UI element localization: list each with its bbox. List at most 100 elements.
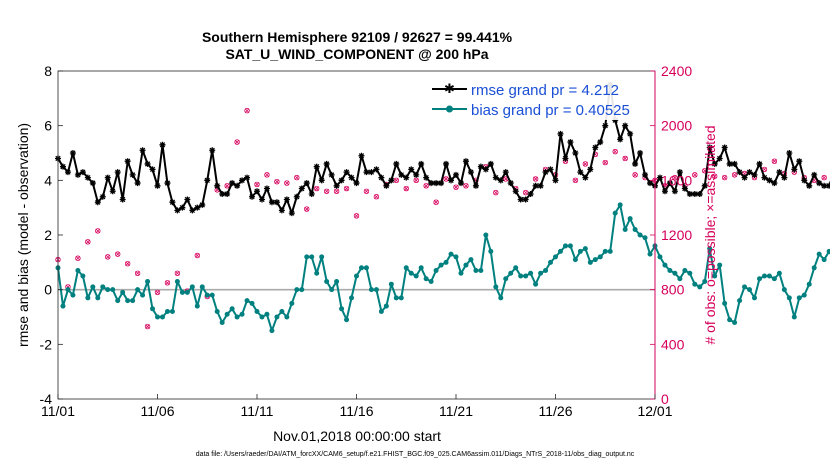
obs-count-assimilated-marker xyxy=(195,253,200,258)
obs-count-possible-marker xyxy=(95,228,101,234)
rmse-data-point xyxy=(393,160,400,167)
left-axis-tick-label: 0 xyxy=(44,282,52,298)
obs-count-possible-marker xyxy=(771,158,778,164)
right-axis-tick-label: 400 xyxy=(661,336,685,352)
rmse-data-point xyxy=(597,139,604,146)
rmse-data-point xyxy=(194,204,201,211)
obs-count-possible-marker xyxy=(114,251,121,257)
rmse-data-point xyxy=(219,191,226,197)
bias-data-point xyxy=(75,268,81,274)
bias-data-point xyxy=(607,248,613,254)
rmse-data-point xyxy=(179,204,186,211)
bias-data-point xyxy=(637,232,643,238)
obs-count-possible-marker xyxy=(493,189,499,196)
obs-count-possible-marker xyxy=(532,176,539,182)
rmse-data-point xyxy=(647,180,654,187)
obs-count-assimilated-marker xyxy=(244,108,250,113)
obs-count-assimilated-marker xyxy=(274,179,280,184)
obs-count-possible-marker xyxy=(712,173,718,179)
bias-data-point xyxy=(732,319,738,325)
rmse-data-point xyxy=(766,177,773,184)
obs-count-assimilated-marker xyxy=(394,178,399,183)
obs-count-possible-marker xyxy=(821,174,827,181)
rmse-data-point xyxy=(119,196,126,203)
obs-count-assimilated-marker xyxy=(692,172,698,178)
bias-data-point xyxy=(727,317,733,323)
obs-count-possible-marker xyxy=(194,252,200,259)
obs-count-assimilated-marker xyxy=(413,178,419,183)
rmse-data-point xyxy=(552,177,559,184)
rmse-data-point xyxy=(632,160,639,167)
obs-count-possible-marker xyxy=(522,189,529,196)
rmse-data-point xyxy=(428,180,435,187)
rmse-data-point xyxy=(572,150,579,156)
rmse-data-point xyxy=(204,177,211,184)
series-layer xyxy=(55,81,830,334)
bias-data-point xyxy=(702,278,708,284)
right-axis-tick-label: 1200 xyxy=(661,227,692,243)
rmse-data-point xyxy=(258,196,265,203)
obs-count-assimilated-marker xyxy=(324,188,329,194)
legend-marker-bias xyxy=(446,105,453,113)
left-axis-tick-label: 4 xyxy=(44,172,52,188)
bias-data-point xyxy=(413,273,419,279)
rmse-data-point xyxy=(796,158,803,165)
rmse-data-point xyxy=(706,144,713,151)
rmse-data-point xyxy=(577,169,584,176)
bias-data-point xyxy=(174,278,180,284)
bias-data-point xyxy=(403,265,409,271)
obs-count-assimilated-marker xyxy=(234,139,240,145)
rmse-data-point xyxy=(373,166,380,173)
rmse-data-point xyxy=(144,160,151,167)
obs-count-possible-marker xyxy=(224,183,230,189)
x-axis-tick-label: 11/11 xyxy=(241,403,274,419)
bias-data-point xyxy=(667,268,673,274)
rmse-data-point xyxy=(288,210,295,217)
obs-count-possible-marker xyxy=(323,188,330,194)
x-axis-tick-label: 11/16 xyxy=(340,403,374,419)
right-axis-tick-label: 800 xyxy=(661,282,685,298)
bias-data-point xyxy=(742,284,748,290)
bias-data-point xyxy=(557,248,563,254)
obs-count-assimilated-marker xyxy=(294,175,300,180)
rmse-data-point xyxy=(89,180,96,187)
rmse-data-point xyxy=(403,174,410,181)
bias-data-point xyxy=(274,314,280,320)
rmse-data-point xyxy=(791,166,798,173)
rmse-data-point xyxy=(681,185,688,192)
rmse-data-point xyxy=(94,199,101,206)
bias-data-point xyxy=(677,276,683,282)
rmse-data-point xyxy=(562,155,569,162)
rmse-data-point xyxy=(224,191,231,197)
bias-data-point xyxy=(682,268,688,274)
bias-data-point xyxy=(418,265,424,271)
rmse-data-point xyxy=(199,201,206,208)
rmse-data-point xyxy=(453,171,459,178)
bias-data-point xyxy=(145,278,151,284)
rmse-data-point xyxy=(443,160,450,167)
obs-count-possible-marker xyxy=(274,178,280,185)
rmse-data-point xyxy=(99,193,106,200)
rmse-data-point xyxy=(622,122,629,129)
bias-data-point xyxy=(503,276,509,282)
data-file-footnote: data file: /Users/raeder/DAI/ATM_forcXX/… xyxy=(195,451,635,458)
bias-data-point xyxy=(324,278,330,284)
obs-count-assimilated-marker xyxy=(284,180,290,186)
bias-data-point xyxy=(130,298,136,304)
rmse-data-point xyxy=(666,180,673,187)
bias-data-point xyxy=(786,295,792,301)
right-axis: 0 400 800 1200 1600 2000 2400 xyxy=(650,63,692,407)
obs-count-possible-marker xyxy=(602,159,608,166)
bias-data-point xyxy=(319,254,325,260)
rmse-data-point xyxy=(298,185,305,192)
left-axis: -4 -2 0 2 4 6 8 xyxy=(40,63,63,407)
rmse-data-point xyxy=(338,177,345,184)
bias-data-point xyxy=(428,278,434,284)
rmse-data-point xyxy=(363,169,370,176)
rmse-data-point xyxy=(293,193,300,200)
bias-data-point xyxy=(498,295,504,301)
x-axis-tick-label: 11/06 xyxy=(141,403,175,419)
bias-data-point xyxy=(189,284,195,290)
obs-count-possible-marker xyxy=(622,155,628,162)
bias-data-point xyxy=(781,287,787,293)
